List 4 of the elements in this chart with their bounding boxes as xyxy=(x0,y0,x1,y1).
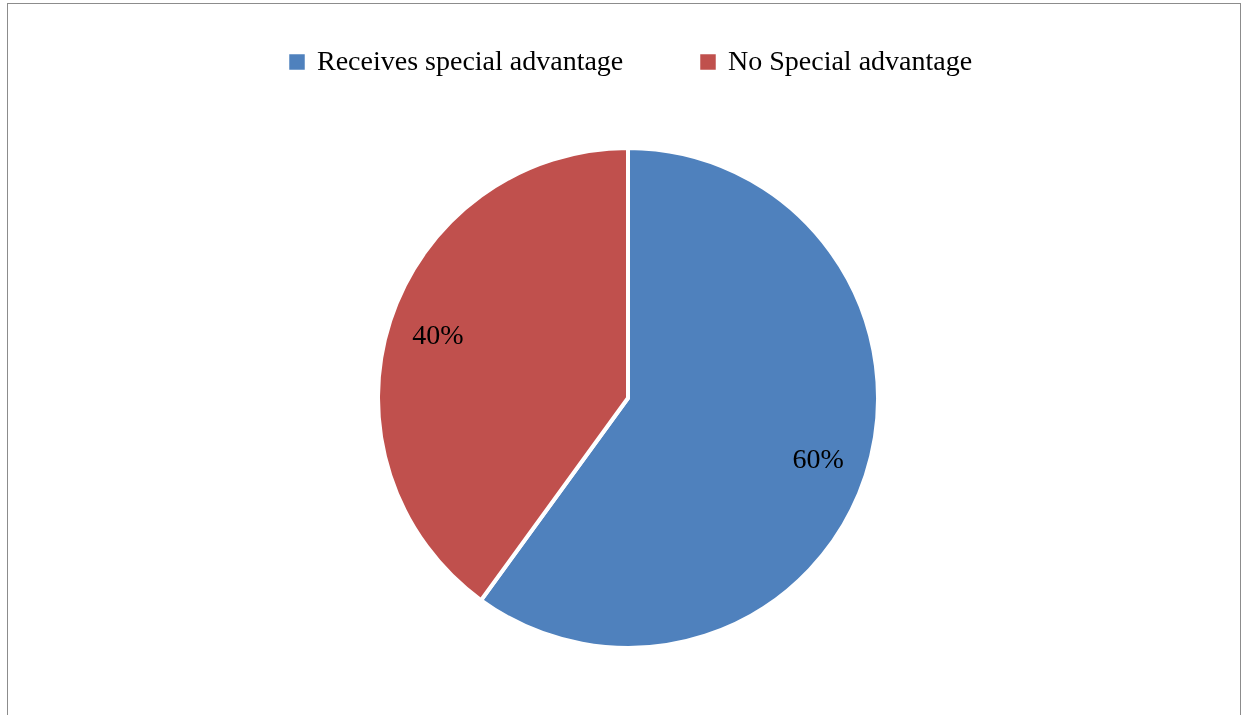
data-label: 40% xyxy=(412,319,464,351)
legend-label: No Special advantage xyxy=(728,45,973,76)
data-label: 60% xyxy=(792,442,844,474)
legend-label: Receives special advantage xyxy=(317,45,624,76)
